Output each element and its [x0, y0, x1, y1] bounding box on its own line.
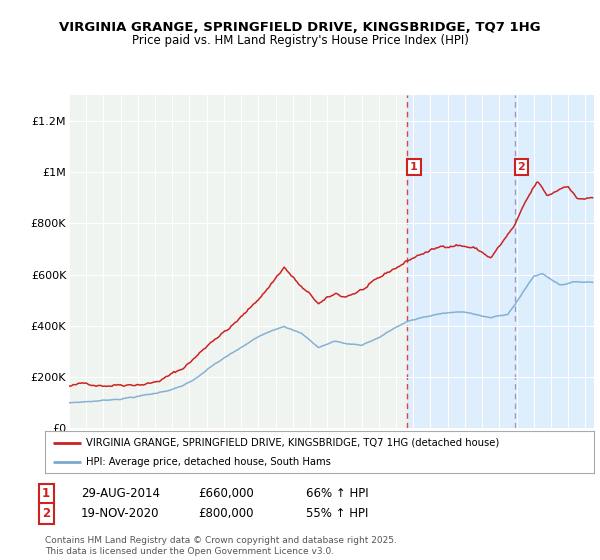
- Text: 55% ↑ HPI: 55% ↑ HPI: [306, 507, 368, 520]
- Bar: [515, 95, 594, 428]
- Text: £800,000: £800,000: [198, 507, 254, 520]
- Text: VIRGINIA GRANGE, SPRINGFIELD DRIVE, KINGSBRIDGE, TQ7 1HG (detached house): VIRGINIA GRANGE, SPRINGFIELD DRIVE, KING…: [86, 437, 499, 447]
- Text: £660,000: £660,000: [198, 487, 254, 501]
- Bar: [407, 95, 594, 428]
- Text: 2: 2: [42, 507, 50, 520]
- Text: HPI: Average price, detached house, South Hams: HPI: Average price, detached house, Sout…: [86, 457, 331, 467]
- Text: 19-NOV-2020: 19-NOV-2020: [81, 507, 160, 520]
- Text: Contains HM Land Registry data © Crown copyright and database right 2025.
This d: Contains HM Land Registry data © Crown c…: [45, 536, 397, 556]
- Text: 2: 2: [517, 162, 525, 172]
- Text: Price paid vs. HM Land Registry's House Price Index (HPI): Price paid vs. HM Land Registry's House …: [131, 34, 469, 46]
- Text: VIRGINIA GRANGE, SPRINGFIELD DRIVE, KINGSBRIDGE, TQ7 1HG: VIRGINIA GRANGE, SPRINGFIELD DRIVE, KING…: [59, 21, 541, 34]
- Text: 66% ↑ HPI: 66% ↑ HPI: [306, 487, 368, 501]
- Text: 1: 1: [42, 487, 50, 501]
- Text: 1: 1: [410, 162, 418, 172]
- Text: 29-AUG-2014: 29-AUG-2014: [81, 487, 160, 501]
